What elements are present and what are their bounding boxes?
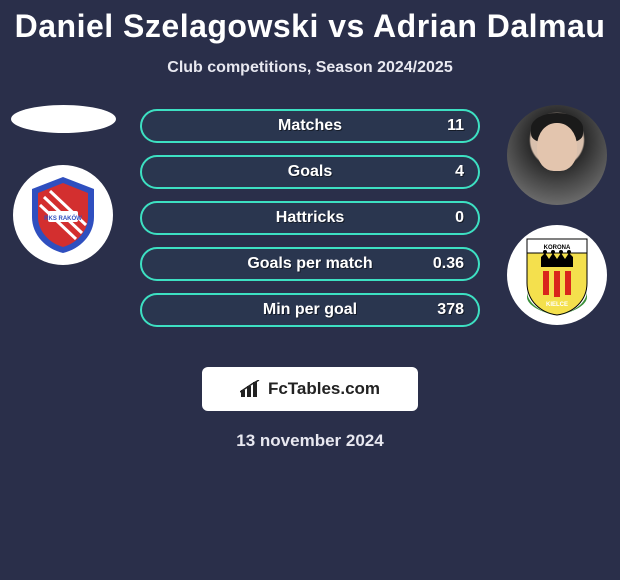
stat-row-goals: Goals 4 (140, 155, 480, 189)
footer-date: 13 november 2024 (0, 431, 620, 451)
stat-label: Hattricks (276, 209, 344, 227)
stat-value: 11 (447, 117, 464, 135)
brand-box: FcTables.com (202, 367, 418, 411)
right-player-column: KORONA KIELCE (502, 109, 612, 325)
rakow-badge-icon: RKS RAKÓW (28, 175, 98, 255)
left-player-avatar-placeholder (11, 105, 116, 133)
svg-text:RKS RAKÓW: RKS RAKÓW (44, 214, 82, 222)
korona-badge-icon: KORONA KIELCE (521, 233, 593, 317)
right-club-badge: KORONA KIELCE (507, 225, 607, 325)
svg-text:KIELCE: KIELCE (546, 302, 568, 308)
left-player-column: RKS RAKÓW (8, 109, 118, 265)
stat-value: 0 (455, 209, 464, 227)
bar-chart-icon (240, 380, 262, 398)
stat-value: 0.36 (433, 255, 464, 273)
stat-row-mpg: Min per goal 378 (140, 293, 480, 327)
stat-label: Goals (288, 163, 332, 181)
stat-label: Matches (278, 117, 342, 135)
comparison-content: RKS RAKÓW KORONA KIELCE (0, 109, 620, 349)
page-subtitle: Club competitions, Season 2024/2025 (0, 59, 620, 77)
stat-value: 378 (437, 301, 464, 319)
right-player-avatar (507, 105, 607, 205)
stat-row-hattricks: Hattricks 0 (140, 201, 480, 235)
page-title: Daniel Szelagowski vs Adrian Dalmau (0, 0, 620, 45)
stat-row-matches: Matches 11 (140, 109, 480, 143)
brand-text: FcTables.com (268, 379, 380, 399)
stat-label: Min per goal (263, 301, 357, 319)
svg-text:KORONA: KORONA (544, 245, 571, 251)
stat-value: 4 (455, 163, 464, 181)
stat-row-gpm: Goals per match 0.36 (140, 247, 480, 281)
left-club-badge: RKS RAKÓW (13, 165, 113, 265)
stat-label: Goals per match (247, 255, 372, 273)
stats-list: Matches 11 Goals 4 Hattricks 0 Goals per… (140, 109, 480, 339)
